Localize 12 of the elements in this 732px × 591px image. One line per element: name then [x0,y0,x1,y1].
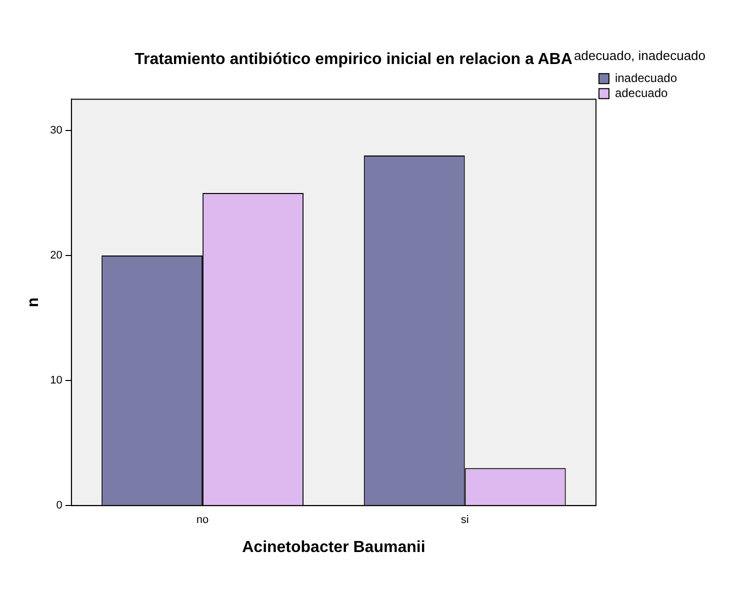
y-tick-label: 0 [56,500,62,512]
x-tick-label: no [196,514,209,526]
legend-title: adecuado, inadecuado [574,48,706,64]
y-tick-label: 20 [50,250,62,262]
legend-label: inadecuado [614,70,678,85]
chart-title: Tratamiento antibiótico empirico inicial en relacion a ABA [134,51,573,68]
x-axis-title: Acinetobacter Baumanii [242,538,426,556]
y-tick-label: 30 [50,124,62,136]
y-axis-title: n [25,298,42,308]
x-tick-label: si [460,514,469,526]
legend-label: adecuado [614,86,668,100]
y-tick-label: 10 [50,374,62,387]
